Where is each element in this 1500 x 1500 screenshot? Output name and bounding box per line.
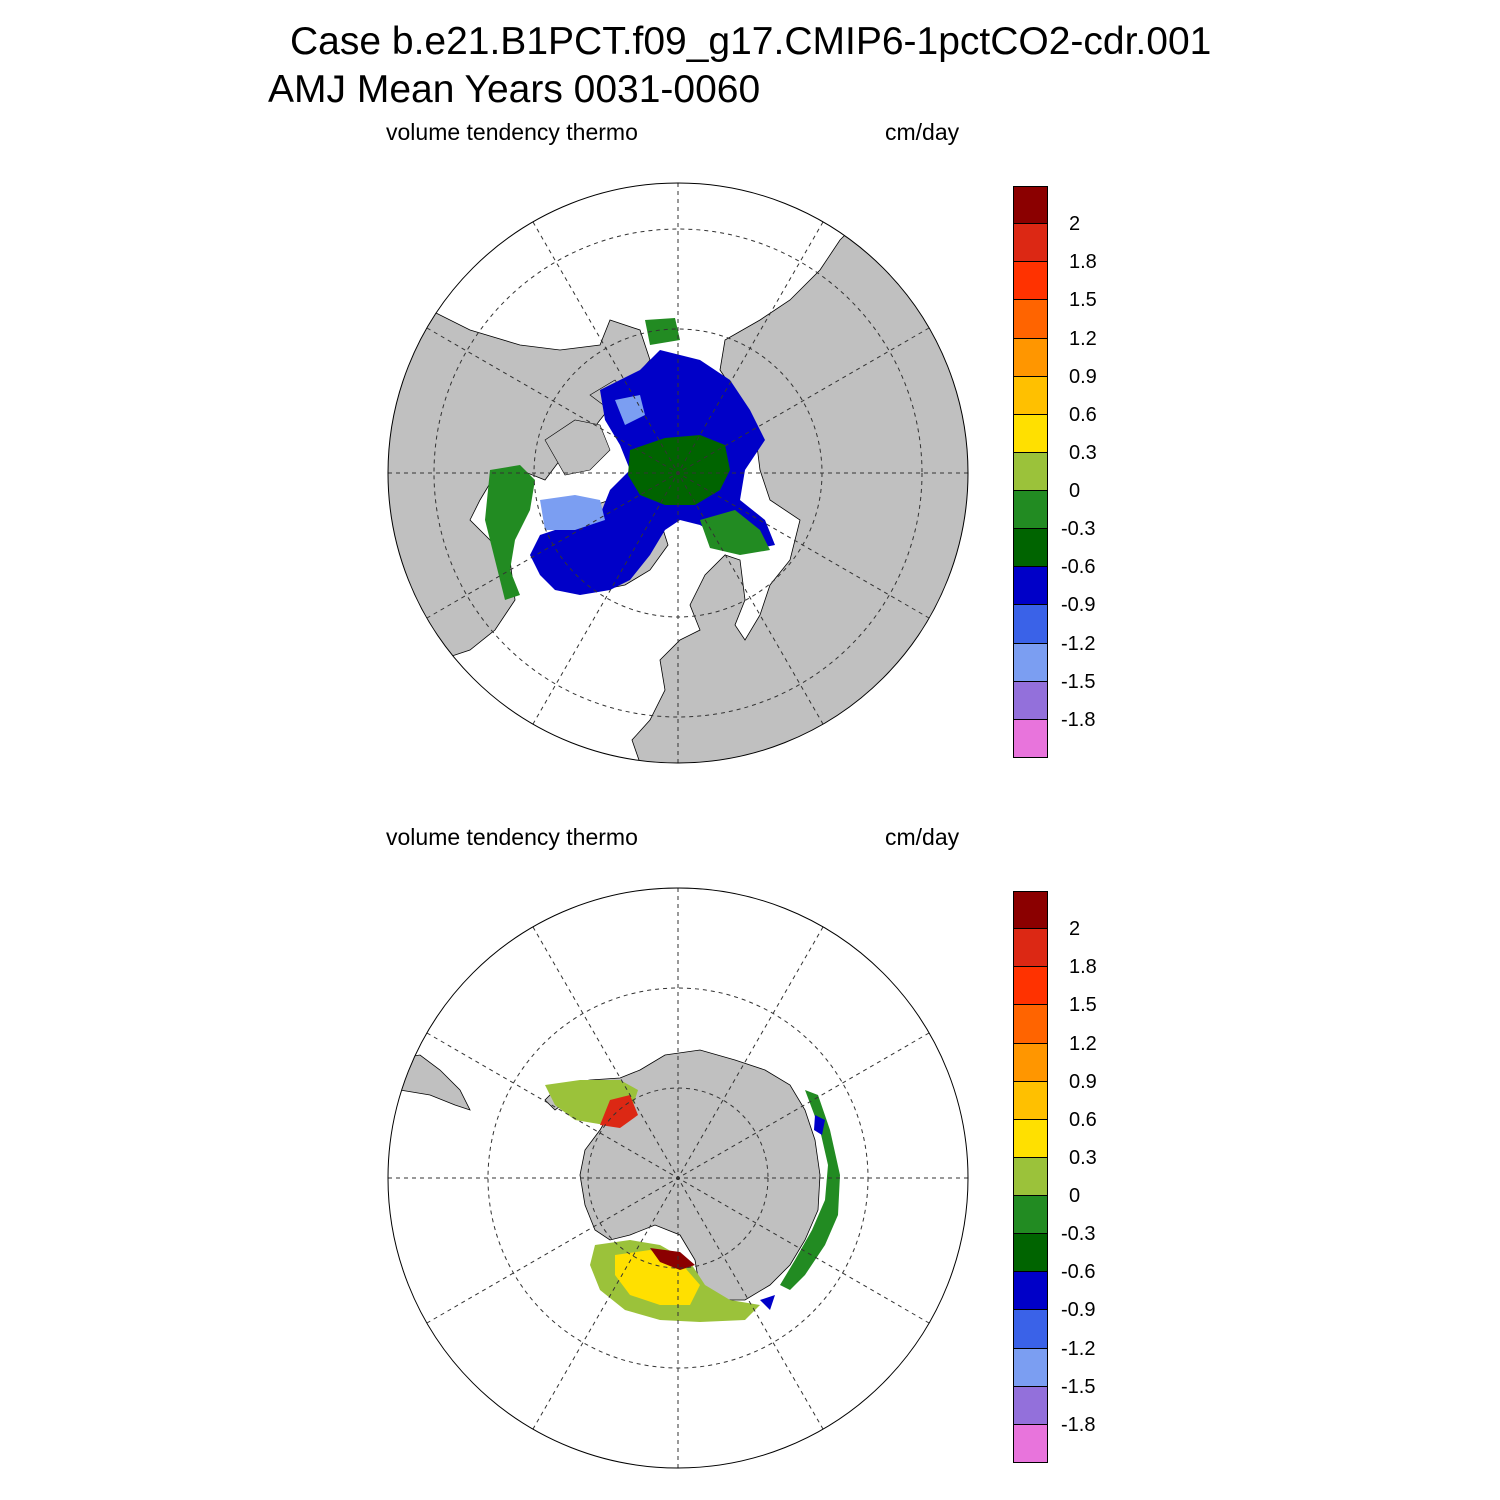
north-colorbar-swatch xyxy=(1013,491,1048,530)
south-colorbar-tick-label: -1.2 xyxy=(1061,1337,1096,1360)
south-colorbar-swatch xyxy=(1013,891,1048,930)
south-map-boundary xyxy=(387,887,969,1469)
south-panel-units-label: cm/day xyxy=(885,824,960,850)
north-colorbar-swatch xyxy=(1013,452,1048,492)
north-colorbar-tick-label: -1.5 xyxy=(1061,670,1096,693)
south-colorbar-tick-label: -1.8 xyxy=(1061,1413,1096,1436)
south-colorbar-tick-label: 2 xyxy=(1069,918,1081,941)
north-colorbar-tick-label: -0.3 xyxy=(1061,518,1096,541)
north-colorbar-swatch xyxy=(1013,300,1048,339)
south-colorbar-swatch xyxy=(1013,1234,1048,1273)
north-colorbar-tick-label: -0.9 xyxy=(1061,594,1096,617)
north-colorbar-tick-label: 1.8 xyxy=(1069,251,1097,274)
north-sea-ice-darkgreen-center xyxy=(628,435,730,505)
south-colorbar-swatch xyxy=(1013,1119,1048,1158)
south-colorbar-swatch xyxy=(1013,1424,1048,1463)
south-colorbar-tick-label: -0.9 xyxy=(1061,1299,1096,1322)
north-colorbar-swatch xyxy=(1013,262,1048,301)
south-colorbar-swatch xyxy=(1013,1157,1048,1197)
south-colorbar-tick-label: 0.9 xyxy=(1069,1070,1097,1093)
north-colorbar-swatch xyxy=(1013,681,1048,720)
south-polar-map xyxy=(387,887,969,1469)
north-colorbar-swatch xyxy=(1013,376,1048,415)
north-colorbar-tick-label: 2 xyxy=(1069,213,1081,236)
south-colorbar-tick-label: 1.5 xyxy=(1069,994,1097,1017)
south-colorbar-swatch xyxy=(1013,967,1048,1006)
south-colorbar-tick-label: 0 xyxy=(1069,1185,1081,1208)
north-colorbar-tick-label: 0.6 xyxy=(1069,403,1097,426)
north-colorbar-swatch xyxy=(1013,186,1048,225)
south-colorbar-swatch xyxy=(1013,1081,1048,1120)
south-sea-ice-east-strip xyxy=(780,1090,840,1290)
south-colorbar-tick-label: -0.3 xyxy=(1061,1223,1096,1246)
south-graticule xyxy=(388,888,968,1468)
south-colorbar-tick-label: -0.6 xyxy=(1061,1261,1096,1284)
north-colorbar-swatch xyxy=(1013,605,1048,644)
north-colorbar-tick-label: 0 xyxy=(1069,480,1081,503)
north-polar-map xyxy=(387,182,969,764)
south-colorbar-swatch xyxy=(1013,1272,1048,1311)
north-sea-ice-lightblue xyxy=(540,395,645,530)
south-colorbar-tick-label: 0.3 xyxy=(1069,1146,1097,1169)
south-colorbar: -1.8 -1.5 -1.2 -0.9 -0.6 -0.3 0 0.3 0.6 0.9 1.2 1.5… xyxy=(1013,891,1123,1463)
south-colorbar-swatch xyxy=(1013,1348,1048,1387)
south-colorbar-tick-label: -1.5 xyxy=(1061,1375,1096,1398)
south-sea-ice-ross-red xyxy=(650,1248,695,1270)
north-colorbar-tick-label: 0.9 xyxy=(1069,365,1097,388)
north-sea-ice-green xyxy=(485,465,535,600)
north-colorbar-swatch xyxy=(1013,643,1048,682)
main-title-line-2: AMJ Mean Years 0031-0060 xyxy=(268,68,761,111)
north-colorbar-tick-label: -1.8 xyxy=(1061,708,1096,731)
north-colorbar-tick-label: -1.2 xyxy=(1061,632,1096,655)
north-colorbar-tick-label: 0.3 xyxy=(1069,441,1097,464)
north-colorbar-swatch xyxy=(1013,529,1048,568)
north-map-boundary xyxy=(387,182,969,764)
south-colorbar-swatch xyxy=(1013,1043,1048,1082)
north-colorbar-swatch xyxy=(1013,224,1048,263)
south-colorbar-swatch xyxy=(1013,1386,1048,1425)
south-colorbar-swatch xyxy=(1013,1196,1048,1235)
north-colorbar-swatch xyxy=(1013,338,1048,377)
main-title-line-1: Case b.e21.B1PCT.f09_g17.CMIP6-1pctCO2-c… xyxy=(290,20,1212,63)
south-colorbar-tick-label: 1.2 xyxy=(1069,1032,1097,1055)
north-colorbar: -1.8 -1.5 -1.2 -0.9 -0.6 -0.3 0 0.3 0.6 0.9 1.2 1.5… xyxy=(1013,186,1123,758)
north-colorbar-tick-label: 1.5 xyxy=(1069,289,1097,312)
north-colorbar-tick-label: -0.6 xyxy=(1061,556,1096,579)
south-colorbar-swatch xyxy=(1013,1310,1048,1349)
south-colorbar-tick-label: 1.8 xyxy=(1069,956,1097,979)
north-colorbar-swatch xyxy=(1013,414,1048,453)
north-land-north-america xyxy=(388,299,651,661)
south-colorbar-swatch xyxy=(1013,1005,1048,1044)
north-graticule xyxy=(388,183,968,763)
south-colorbar-tick-label: 0.6 xyxy=(1069,1108,1097,1131)
north-colorbar-swatch xyxy=(1013,567,1048,606)
north-panel-units-label: cm/day xyxy=(885,119,960,145)
north-colorbar-tick-label: 1.2 xyxy=(1069,327,1097,350)
north-panel-variable-label: volume tendency thermo xyxy=(386,119,638,145)
north-sea-ice-green-barents xyxy=(645,318,770,555)
south-panel-variable-label: volume tendency thermo xyxy=(386,824,638,850)
south-colorbar-swatch xyxy=(1013,929,1048,968)
